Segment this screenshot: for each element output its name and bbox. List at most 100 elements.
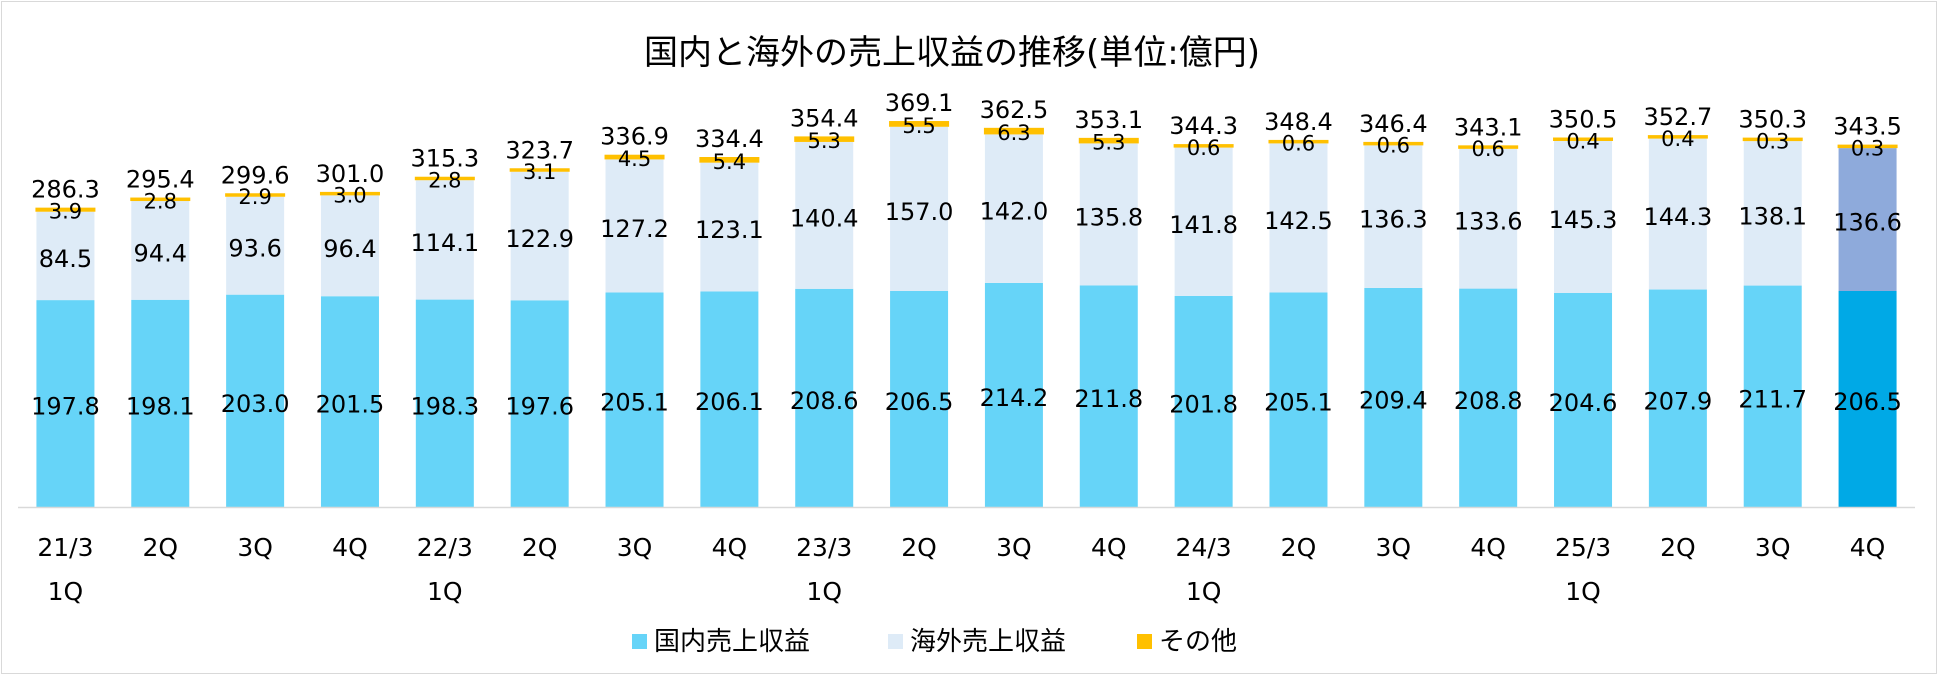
label-domestic: 211.8 [1074,385,1143,413]
bar-domestic [890,291,949,507]
legend: 国内売上収益 海外売上収益 その他 [632,627,1237,657]
label-other: 5.3 [808,129,841,153]
bar-overseas [131,201,190,300]
bar-overseas [1079,143,1138,286]
x-tick-label: 3Q [1755,533,1791,562]
bar-domestic [131,299,190,507]
label-overseas: 123.1 [695,216,764,244]
label-other: 0.3 [1851,136,1884,160]
bar-other [1173,144,1234,148]
label-total: 354.4 [790,104,859,132]
x-tick-label: 3Q [1376,533,1412,562]
label-total: 346.4 [1359,110,1428,138]
x-tick-label: 4Q [1091,533,1127,562]
bar-domestic [1838,291,1897,507]
label-total: 369.1 [885,89,954,117]
label-other: 4.5 [618,147,651,171]
label-domestic: 208.6 [790,387,859,415]
bar-overseas [226,196,285,295]
labels-layer: 197.884.53.9286.3198.194.42.8295.4203.09… [31,89,1902,421]
x-tick-label: 4Q [1850,533,1886,562]
label-total: 295.4 [126,166,195,194]
label-domestic: 197.8 [31,393,100,421]
label-overseas: 127.2 [600,215,669,243]
bar-other [414,176,475,181]
x-tick-label: 22/3 [417,533,473,562]
legend-swatch [632,634,647,649]
bar-overseas [1648,138,1707,290]
label-total: 352.7 [1644,103,1713,131]
bar-overseas [700,162,759,292]
x-tick-label: 4Q [712,533,748,562]
bar-overseas [36,211,95,301]
label-other: 0.4 [1661,127,1694,151]
legend-label: 国内売上収益 [654,627,810,657]
label-overseas: 136.6 [1833,209,1902,237]
x-tick-label: 3Q [617,533,653,562]
label-total: 301.0 [316,160,385,188]
label-domestic: 205.1 [600,389,669,417]
bar-other [699,157,760,163]
x-tick-label: 1Q [806,577,842,606]
label-domestic: 201.8 [1169,390,1238,418]
bar-other [35,207,96,212]
label-domestic: 201.5 [316,391,385,419]
bar-other [604,154,665,160]
chart-title: 国内と海外の売上収益の推移(単位:億円) [644,33,1260,73]
label-total: 362.5 [980,96,1049,124]
bar-overseas [1269,143,1328,293]
label-domestic: 204.6 [1549,389,1618,417]
label-domestic: 207.9 [1644,387,1713,415]
x-tick-label: 2Q [522,533,558,562]
label-overseas: 145.3 [1549,206,1618,234]
bar-domestic [1459,288,1518,507]
label-other: 0.6 [1471,137,1504,161]
bar-other [1553,137,1614,142]
x-tick-label: 2Q [1660,533,1696,562]
x-tick-label: 2Q [1281,533,1317,562]
label-overseas: 142.5 [1264,207,1333,235]
bar-overseas [1364,145,1423,288]
label-total: 350.5 [1549,106,1618,134]
label-overseas: 122.9 [505,225,574,253]
x-tick-label: 1Q [427,577,463,606]
x-tick-label: 24/3 [1176,533,1232,562]
label-overseas: 142.0 [980,198,1049,226]
bar-overseas [1459,148,1518,289]
bar-other [1363,141,1424,146]
label-domestic: 197.6 [505,393,574,421]
bar-other [794,136,855,142]
x-tick-labels: 21/3 1Q 2Q 3Q 4Q 22/3 1Q 2Q 3Q 4Q 23/3 1Q 2Q 3Q 4Q 24/3… [37,533,1885,606]
legend-label: 海外売上収益 [910,627,1066,657]
bar-overseas [1743,141,1802,286]
x-tick-label: 23/3 [796,533,852,562]
label-other: 5.3 [1092,131,1125,155]
label-overseas: 144.3 [1644,203,1713,231]
x-tick-label: 4Q [1470,533,1506,562]
x-tick-label: 2Q [142,533,178,562]
bar-overseas [605,159,664,293]
bar-other [1647,135,1708,139]
label-domestic: 203.0 [221,390,290,418]
label-overseas: 84.5 [39,245,92,273]
x-tick-label: 1Q [48,577,84,606]
label-other: 6.3 [997,121,1030,145]
bar-overseas [510,171,569,301]
label-overseas: 96.4 [323,235,376,263]
label-total: 299.6 [221,161,290,189]
label-overseas: 138.1 [1738,202,1807,230]
x-tick-label: 1Q [1565,577,1601,606]
label-other: 0.6 [1187,136,1220,160]
x-tick-label: 3Q [237,533,273,562]
label-total: 343.5 [1833,113,1902,141]
bar-domestic [36,300,95,507]
bars-layer [35,121,1898,507]
label-total: 343.1 [1454,113,1523,141]
label-total: 336.9 [600,123,669,151]
bar-overseas [320,195,379,297]
label-domestic: 209.4 [1359,386,1428,414]
x-tick-label: 3Q [996,533,1032,562]
label-domestic: 206.1 [695,388,764,416]
label-overseas: 133.6 [1454,208,1523,236]
